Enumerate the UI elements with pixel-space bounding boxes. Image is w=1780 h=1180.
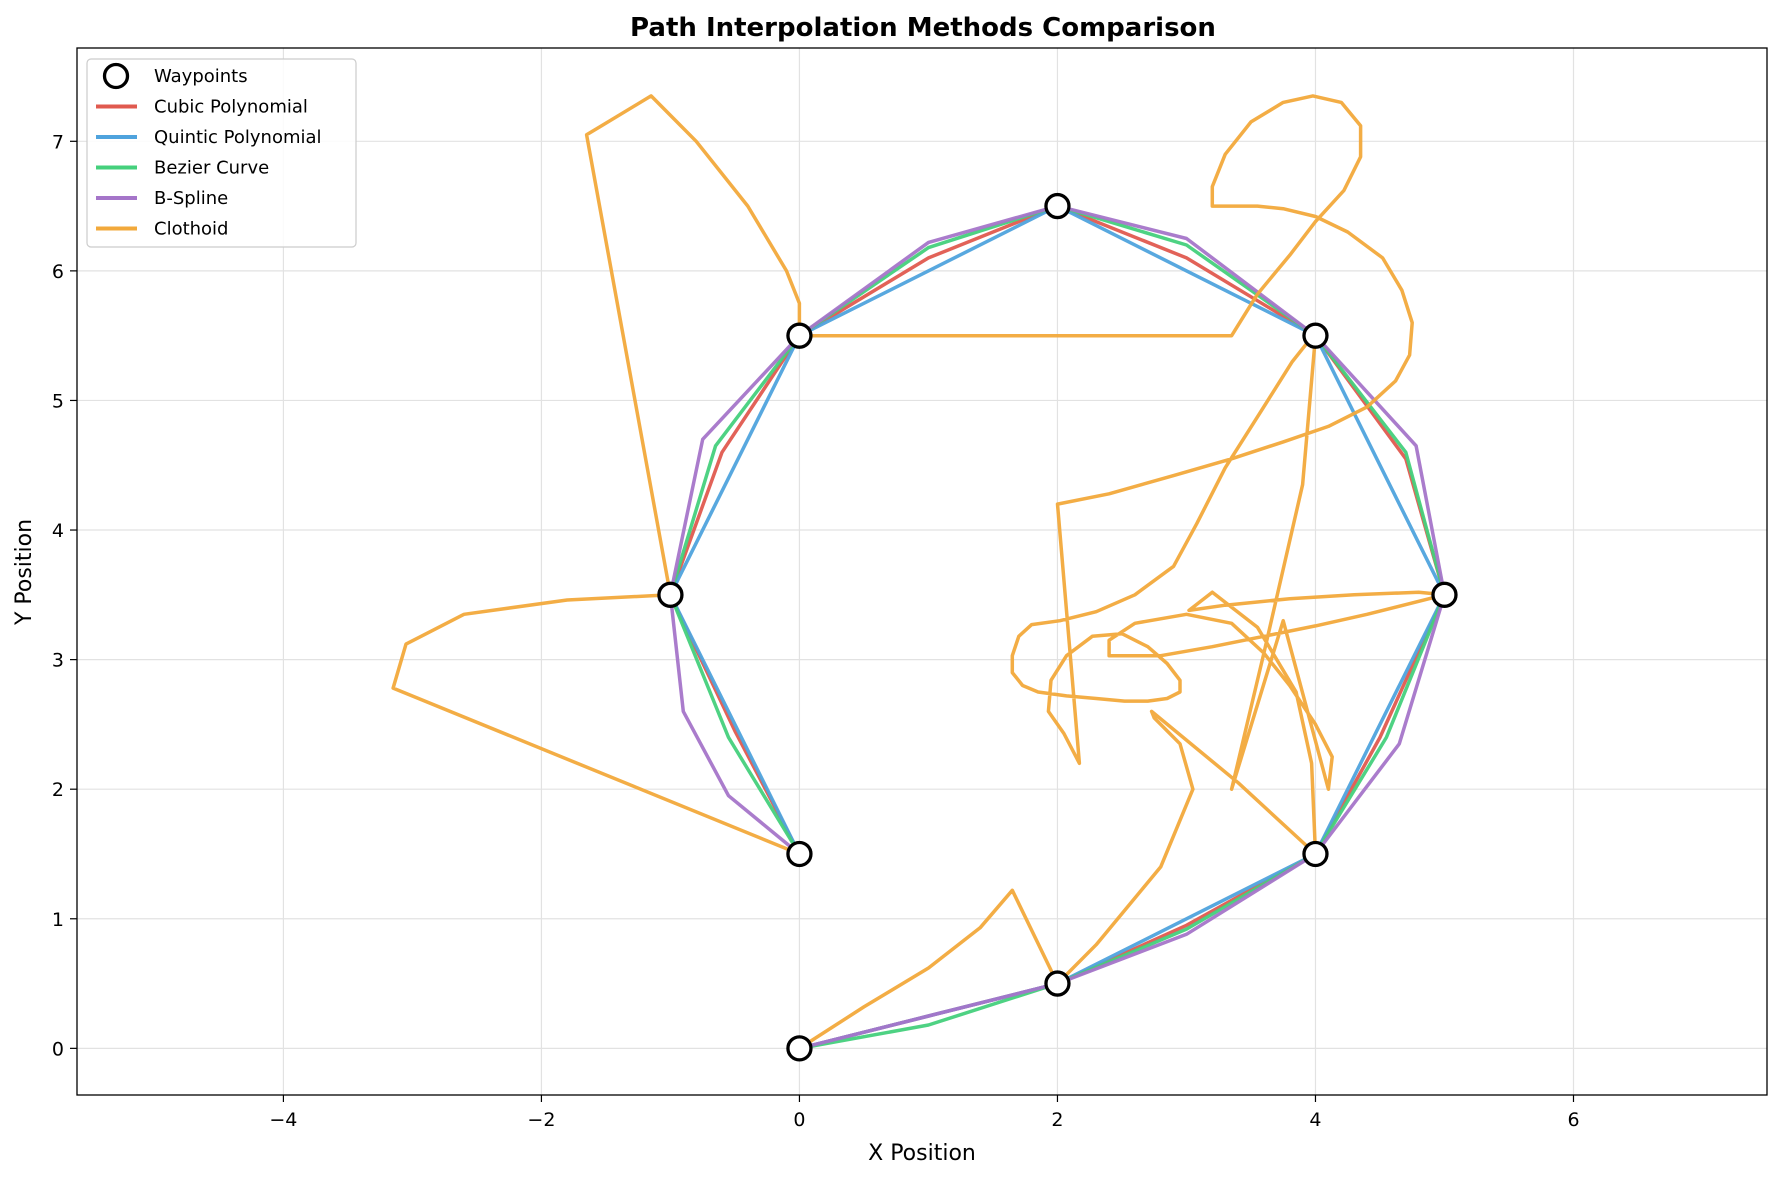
y-tick-label: 6	[52, 261, 64, 283]
waypoint-marker	[1431, 581, 1458, 608]
chart-title: Path Interpolation Methods Comparison	[630, 13, 1216, 43]
grid	[77, 48, 1767, 1095]
waypoint-marker	[657, 581, 684, 608]
y-tick-label: 2	[52, 779, 64, 801]
clothoid-path	[391, 94, 1447, 1051]
waypoint-marker	[1044, 192, 1071, 220]
y-tick-label: 0	[52, 1038, 64, 1060]
b-spline-path	[668, 204, 1447, 1051]
legend-box	[86, 58, 357, 248]
waypoint-marker	[1302, 322, 1329, 349]
y-tick-label: 5	[52, 390, 64, 412]
waypoint-marker	[1044, 970, 1071, 997]
x-axis-label: X Position	[868, 1141, 976, 1166]
legend-label: B-Spline	[154, 188, 228, 209]
plot-frame	[76, 47, 1768, 1096]
x-tick-label: 4	[1309, 1109, 1321, 1131]
legend-waypoint-marker	[102, 62, 130, 90]
y-axis-ticks: 0 1 2 3 4 5 6 7	[52, 131, 77, 1060]
y-tick-label: 4	[52, 520, 64, 542]
x-tick-label: −4	[269, 1109, 297, 1131]
x-tick-label: 2	[1051, 1109, 1063, 1131]
x-tick-label: 6	[1567, 1109, 1579, 1131]
y-tick-label: 7	[52, 131, 64, 153]
waypoint-marker	[786, 1035, 813, 1062]
x-tick-label: 0	[793, 1109, 805, 1131]
legend-label: Clothoid	[154, 219, 229, 240]
legend-label: Bezier Curve	[154, 158, 269, 179]
legend: Waypoints Cubic Polynomial Quintic Polynom…	[86, 58, 357, 248]
waypoint-layer	[657, 192, 1458, 1062]
y-tick-label: 3	[52, 650, 64, 672]
waypoint-marker	[1302, 840, 1329, 868]
x-axis-ticks: −4 −2 0 2 4 6	[269, 1095, 1580, 1131]
legend-label: Quintic Polynomial	[154, 127, 322, 148]
legend-label: Cubic Polynomial	[154, 97, 308, 118]
waypoint-marker	[786, 322, 813, 349]
x-tick-label: −2	[527, 1109, 555, 1131]
legend-label: Waypoints	[154, 66, 248, 87]
waypoint-marker	[786, 840, 813, 868]
y-axis-label: Y Position	[12, 519, 37, 626]
y-tick-label: 1	[52, 909, 64, 931]
